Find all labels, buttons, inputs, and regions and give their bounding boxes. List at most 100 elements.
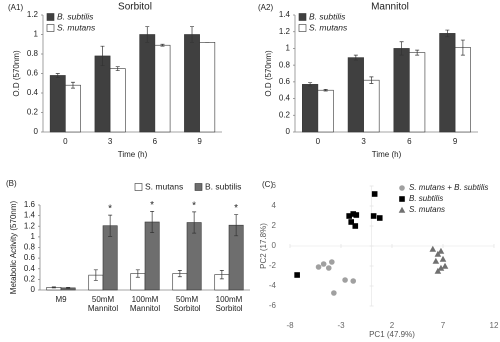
y-tick-label: 0.8 bbox=[24, 243, 36, 252]
error-bar bbox=[160, 43, 165, 47]
y-tick-label: 0.4 bbox=[24, 264, 36, 273]
x-tick-label: 6 bbox=[153, 137, 158, 146]
x-tick-label: 3 bbox=[361, 137, 366, 146]
y-tick-label: 0.6 bbox=[27, 69, 39, 78]
x-tick-label: 3 bbox=[108, 137, 113, 146]
panel-label: (A2) bbox=[258, 3, 273, 12]
legend-label: S. mutans bbox=[409, 205, 445, 214]
x-tick-label: M9 bbox=[55, 295, 67, 304]
x-tick-label: 7 bbox=[441, 321, 446, 330]
bar bbox=[347, 57, 364, 133]
y-tick-label: 0.2 bbox=[24, 274, 36, 283]
legend-label: S. mutans bbox=[145, 181, 183, 191]
panel-label: (A1) bbox=[8, 3, 23, 12]
error-bar bbox=[190, 26, 195, 43]
legend-swatch bbox=[298, 13, 307, 21]
bar bbox=[109, 68, 126, 133]
point bbox=[432, 257, 440, 264]
y-tick-label: 1.4 bbox=[279, 10, 291, 19]
point bbox=[294, 272, 300, 278]
legend-swatch bbox=[46, 24, 55, 32]
y-tick-label: -2 bbox=[269, 261, 277, 270]
legend-swatch bbox=[399, 185, 405, 191]
error-bar bbox=[66, 286, 71, 289]
y-tick-label: 0.6 bbox=[24, 253, 36, 262]
y-tick-label: 0 bbox=[272, 241, 277, 250]
y-tick-label: 0 bbox=[286, 127, 291, 136]
legend-swatch bbox=[134, 183, 143, 191]
x-tick-label: 0 bbox=[63, 137, 68, 146]
error-bar bbox=[460, 39, 465, 56]
point bbox=[325, 265, 332, 271]
point bbox=[437, 247, 445, 254]
error-bar bbox=[145, 26, 150, 43]
chart-title: Sorbitol bbox=[118, 2, 152, 13]
x-axis-label: Time (h) bbox=[372, 150, 402, 159]
error-bar bbox=[369, 76, 374, 84]
y-tick-label: 1.2 bbox=[24, 221, 36, 230]
point bbox=[350, 278, 357, 284]
point bbox=[429, 245, 437, 252]
legend-label: B. subtilis bbox=[205, 181, 241, 191]
point bbox=[315, 264, 322, 270]
error-bar bbox=[399, 41, 404, 56]
x-tick-label: 6 bbox=[407, 137, 412, 146]
x-tick-label: 0 bbox=[316, 137, 321, 146]
y-tick-label: -6 bbox=[269, 301, 277, 310]
bar bbox=[317, 89, 334, 133]
y-tick-label: 0.4 bbox=[27, 88, 39, 97]
point bbox=[329, 259, 335, 265]
x-axis-label: PC1 (47.9%) bbox=[369, 330, 415, 339]
y-axis-label: O.D (570nm) bbox=[12, 50, 21, 97]
error-bar bbox=[135, 269, 140, 278]
x-tick-label: 9 bbox=[453, 137, 458, 146]
point bbox=[441, 262, 449, 269]
y-tick-label: 0.8 bbox=[27, 49, 39, 58]
y-tick-label: 1 bbox=[34, 30, 39, 39]
y-tick-label: 1 bbox=[31, 232, 36, 241]
bar bbox=[154, 44, 171, 133]
point bbox=[434, 267, 442, 274]
bar bbox=[49, 75, 66, 133]
x-tick-label: 12 bbox=[490, 321, 499, 330]
y-tick-label: 1.2 bbox=[27, 10, 39, 19]
error-bar bbox=[55, 73, 60, 78]
error-bar bbox=[308, 82, 313, 87]
point bbox=[320, 261, 327, 267]
significance-mark: * bbox=[192, 201, 196, 212]
legend-swatch bbox=[399, 196, 405, 202]
y-tick-label: 1.6 bbox=[24, 200, 36, 209]
y-tick-label: 0.8 bbox=[279, 60, 291, 69]
legend-label: B. subtilis bbox=[57, 11, 94, 21]
x-tick-label: -8 bbox=[286, 321, 294, 330]
error-bar bbox=[353, 54, 358, 61]
error-bar bbox=[150, 211, 155, 233]
legend-label: S. mutans bbox=[309, 22, 348, 32]
point bbox=[348, 219, 354, 225]
error-bar bbox=[323, 89, 328, 92]
point bbox=[437, 264, 445, 271]
y-tick-label: 0.2 bbox=[279, 110, 291, 119]
point bbox=[376, 215, 383, 221]
y-tick-label: 0.4 bbox=[279, 94, 291, 103]
error-bar bbox=[51, 286, 56, 289]
point bbox=[439, 255, 447, 262]
x-tick-label: 50mM Sorbitol bbox=[173, 295, 200, 313]
y-tick-label: -4 bbox=[269, 281, 277, 290]
y-axis-label: Metabolic Activity (570nm) bbox=[9, 200, 18, 294]
point bbox=[342, 277, 348, 283]
point bbox=[352, 223, 359, 229]
error-bar bbox=[100, 45, 105, 67]
chart-title: Mannitol bbox=[371, 2, 409, 13]
y-axis-label: O.D (570nm) bbox=[264, 50, 273, 97]
y-tick-label: 0 bbox=[34, 127, 39, 136]
bar bbox=[94, 55, 111, 133]
legend-label: S. mutans + B. subtilis bbox=[409, 183, 488, 192]
panel-label: (B) bbox=[6, 179, 17, 188]
error-bar bbox=[192, 211, 197, 234]
legend-swatch bbox=[194, 183, 203, 191]
y-tick-label: 0 bbox=[31, 285, 36, 294]
error-bar bbox=[445, 29, 450, 38]
legend-swatch bbox=[398, 206, 406, 213]
error-bar bbox=[108, 214, 113, 237]
